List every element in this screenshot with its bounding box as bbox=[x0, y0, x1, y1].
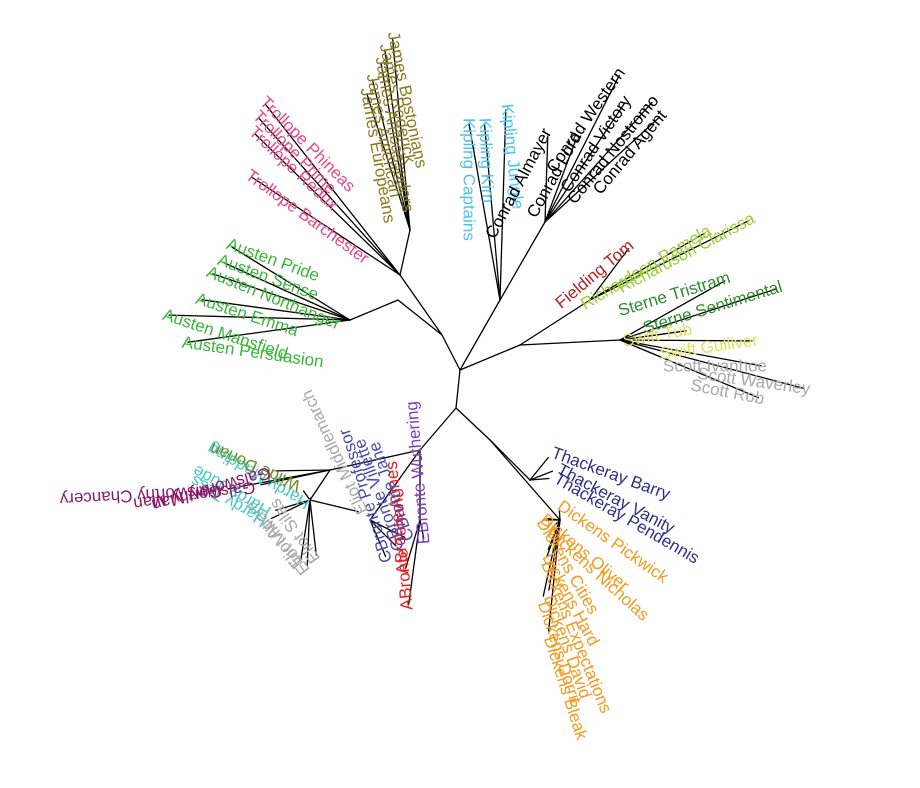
tree-branch bbox=[544, 138, 577, 223]
tree-branch bbox=[499, 221, 546, 301]
tree-branch bbox=[542, 519, 561, 597]
tree-branch bbox=[547, 519, 561, 632]
tree-branch bbox=[589, 232, 706, 301]
tree-branch bbox=[380, 62, 411, 231]
tree-branch bbox=[558, 510, 561, 521]
tree-branch bbox=[369, 519, 397, 547]
tree-branch bbox=[529, 457, 549, 481]
tree-branch bbox=[399, 274, 443, 336]
tree-branch bbox=[459, 344, 521, 371]
tree-branch bbox=[544, 101, 653, 223]
tree-branch bbox=[455, 407, 491, 441]
tree-branch bbox=[371, 79, 411, 231]
tree-branch bbox=[187, 319, 351, 343]
tree-branch bbox=[619, 339, 762, 367]
tree-branch bbox=[546, 519, 561, 557]
tree-branch bbox=[369, 519, 387, 558]
tree-branch bbox=[212, 273, 351, 321]
tree-branch bbox=[419, 407, 457, 451]
tree-branch bbox=[619, 288, 777, 341]
tree-branch bbox=[254, 133, 401, 276]
tree-branch bbox=[519, 339, 621, 346]
tree-branch bbox=[384, 49, 411, 231]
tree-branch bbox=[619, 330, 687, 341]
tree-branch bbox=[300, 499, 311, 561]
leaf-label: Kipling Captains bbox=[460, 118, 479, 241]
tree-branch bbox=[419, 519, 425, 539]
tree-branch bbox=[441, 334, 461, 371]
tree-branch bbox=[619, 339, 760, 399]
tree-branch bbox=[619, 339, 805, 390]
tree-branch bbox=[275, 469, 331, 472]
tree-branch bbox=[222, 261, 351, 321]
tree-branch bbox=[309, 469, 331, 501]
tree-branch bbox=[405, 519, 421, 569]
tree-branch bbox=[270, 499, 311, 520]
tree-branch bbox=[529, 470, 554, 481]
tree-branch bbox=[265, 104, 401, 276]
tree-branch bbox=[408, 519, 421, 605]
tree-branch bbox=[544, 116, 661, 223]
tree-branch bbox=[201, 299, 351, 321]
tree-branch bbox=[489, 439, 561, 521]
tree-branch bbox=[275, 499, 311, 511]
tree-branch bbox=[483, 123, 501, 301]
tree-branch bbox=[468, 123, 501, 301]
tree-branch bbox=[258, 117, 401, 276]
tree-branches bbox=[168, 37, 805, 632]
leaf-label: Kipling Kim bbox=[476, 118, 498, 204]
tree-branch bbox=[309, 499, 359, 513]
tree-branch bbox=[391, 37, 411, 231]
tree-branch bbox=[397, 299, 443, 336]
tree-branch bbox=[399, 229, 411, 276]
tree-branch bbox=[369, 449, 421, 521]
tree-branch bbox=[544, 74, 620, 223]
tree-branch bbox=[329, 449, 421, 471]
tree-branch bbox=[309, 499, 317, 556]
tree-branch bbox=[499, 109, 507, 301]
tree-branch bbox=[231, 246, 351, 321]
tree-branch bbox=[589, 248, 630, 301]
tree-branch bbox=[519, 299, 591, 346]
tree-branch bbox=[302, 490, 311, 501]
tree-branch bbox=[544, 102, 626, 223]
tree-branch bbox=[366, 93, 411, 231]
tree-branch bbox=[455, 369, 461, 409]
tree-branch bbox=[168, 314, 351, 321]
tree-branch bbox=[589, 220, 750, 301]
tree-branch bbox=[459, 299, 501, 371]
tree-branch bbox=[529, 477, 550, 481]
tree-branch bbox=[619, 339, 753, 342]
tree-branch bbox=[619, 280, 726, 341]
tree-branch bbox=[251, 176, 401, 276]
tree-branch bbox=[260, 469, 331, 486]
tree-branch bbox=[306, 499, 311, 567]
leaf-label: Scott Ivanhoe bbox=[663, 356, 767, 375]
tree-branch bbox=[369, 519, 406, 538]
tree-branch bbox=[544, 135, 549, 223]
tree-branch bbox=[349, 299, 399, 321]
